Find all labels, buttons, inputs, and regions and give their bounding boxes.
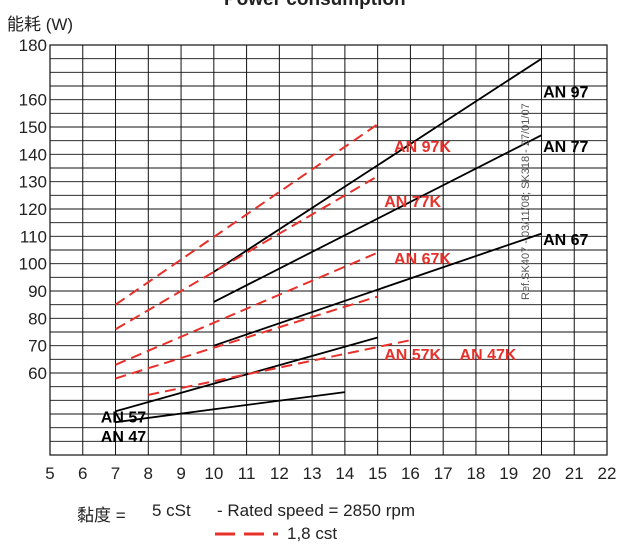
x-tick-label: 16 [401,464,420,483]
y-tick-label: 130 [19,173,47,192]
x-tick-label: 8 [144,464,153,483]
x-tick-label: 10 [204,464,223,483]
y-tick-label: 80 [28,309,47,328]
series-line [115,336,378,413]
y-tick-label: 100 [19,255,47,274]
label-layer: AN 97 AN 77 AN 67 AN 97K AN 77K AN 67K AN 57K A… [101,84,589,445]
x-tick-label: 19 [499,464,518,483]
series-label: AN 97K [394,139,451,156]
y-axis-label: 能耗 (W) [7,15,74,34]
reference-side-text: Ref.SK407 - 03/11/08; SK318 - 27/01/07 [520,103,532,300]
x-tick-label: 5 [45,464,54,483]
x-tick-label: 11 [238,464,256,483]
y-tick-label: 180 [19,36,47,55]
chart-title: Power consumption [224,0,406,11]
series-layer [114,57,542,424]
x-tick-label: 22 [598,464,617,483]
y-tick-label: 70 [28,337,47,356]
series-line [115,295,378,380]
x-tick-label: 7 [111,464,120,483]
y-tick-label: 120 [19,200,47,219]
x-tick-label: 17 [434,464,453,483]
series-line [213,232,542,347]
x-tick-label: 15 [368,464,387,483]
grid-layer [49,44,608,456]
rated-speed-text: - Rated speed = 2850 rpm [217,501,415,520]
series-label: AN 57 [101,410,146,427]
series-label: AN 47 [101,429,146,446]
legend-dashed-label: 1,8 cst [287,524,338,543]
viscosity-label: 黏度 = [77,506,126,525]
series-line [148,339,411,396]
x-tick-label: 21 [565,464,584,483]
series-line [115,251,378,366]
x-tick-label: 6 [78,464,87,483]
series-label: AN 67K [394,251,451,268]
y-tick-label: 110 [20,227,47,246]
x-tick-label: 12 [270,464,289,483]
series-label: AN 77 [543,139,588,156]
y-tick-label: 160 [19,91,47,110]
series-label: AN 47K [460,347,517,364]
series-label: AN 77K [384,194,441,211]
x-tick-label: 20 [532,464,551,483]
series-line [115,391,346,424]
y-tick-label: 60 [28,364,47,383]
series-label: AN 67 [543,232,588,249]
x-tick-label: 14 [335,464,354,483]
y-tick-label: 140 [19,145,47,164]
x-tick-label: 9 [176,464,185,483]
series-label: AN 97 [543,84,588,101]
axis-layer: 5 6 7 8 9 10 11 12 13 14 15 16 17 18 19 20 21 22 180 160 150… [19,36,617,483]
series-line [213,57,542,273]
viscosity-value: 5 cSt [152,501,191,520]
series-line [114,123,379,306]
x-tick-label: 18 [466,464,485,483]
series-label: AN 57K [384,347,441,364]
series-line [213,134,542,303]
y-tick-label: 150 [19,118,47,137]
y-tick-label: 90 [28,282,47,301]
x-tick-label: 13 [303,464,322,483]
